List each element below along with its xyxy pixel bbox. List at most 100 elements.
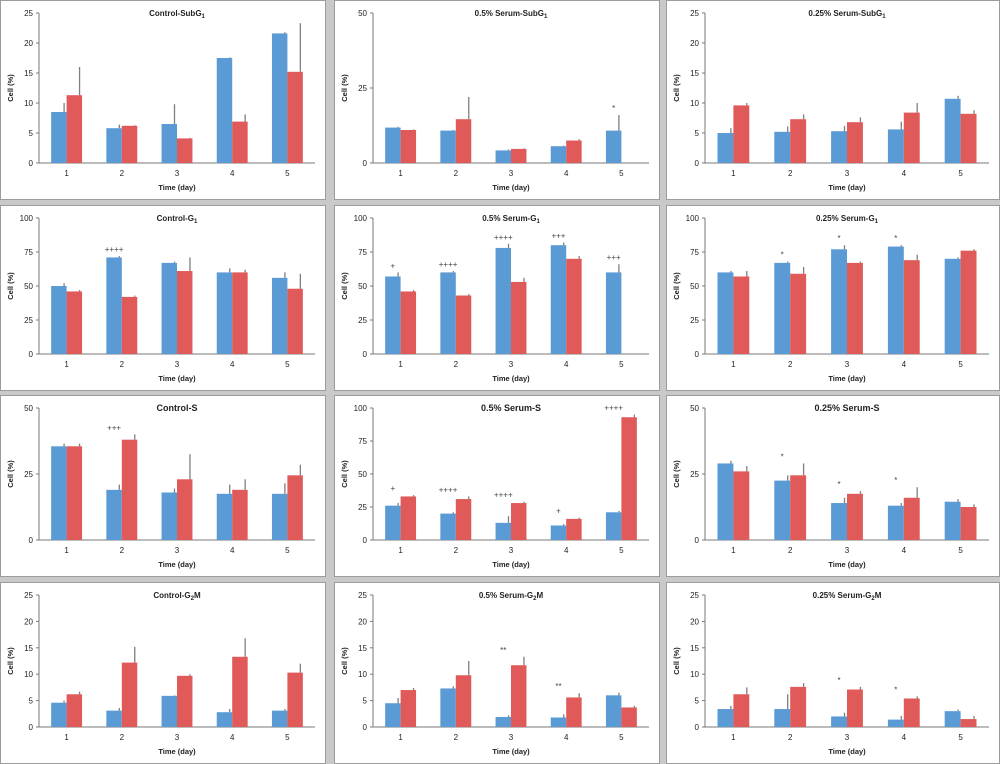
y-tick-label: 15 (690, 644, 699, 653)
bar-blue (440, 513, 456, 540)
bar-red (287, 672, 303, 727)
chart-title: 0.5% Serum-S (481, 403, 541, 413)
x-tick-label: 1 (398, 360, 403, 369)
bar-chart: 0 25 50 1 2 * 3 * 4 * 5 0.25% Serum-S Time (day) Cell… (672, 403, 989, 569)
chart-panel: 0 25 50 1 2 3 4 5 * 0.5% Serum-SubG1 Time (day) Cel… (334, 0, 660, 200)
bar-red (903, 112, 920, 163)
chart-title: Control-SubG1 (149, 9, 205, 20)
bar-blue (717, 709, 734, 727)
x-tick-label: 3 (175, 546, 180, 555)
y-tick-label: 25 (24, 316, 33, 325)
y-tick-label: 0 (695, 536, 700, 545)
y-tick-label: 75 (358, 248, 367, 257)
x-axis-label: Time (day) (158, 183, 196, 192)
significance-marker: ++++ (105, 245, 124, 254)
x-tick-label: 3 (509, 546, 514, 555)
bar-blue (216, 493, 233, 540)
x-tick-label: 5 (619, 169, 624, 178)
y-tick-label: 50 (358, 282, 367, 291)
y-tick-label: 100 (686, 214, 700, 223)
bar-blue (831, 131, 847, 163)
bar-blue (161, 124, 177, 163)
chart-title: 0.5% Serum-G1 (482, 214, 540, 225)
significance-marker: * (894, 685, 897, 694)
significance-marker: + (556, 507, 561, 516)
y-axis-label: Cell (%) (672, 74, 681, 102)
chart-title: Control-G1 (157, 214, 198, 225)
y-axis-label: Cell (%) (340, 460, 349, 488)
y-tick-label: 50 (24, 282, 33, 291)
bar-red (287, 475, 303, 540)
bar-blue (51, 702, 67, 727)
significance-marker: * (837, 234, 840, 243)
bar-blue (605, 512, 622, 540)
x-tick-label: 3 (175, 733, 180, 742)
y-tick-label: 25 (690, 591, 699, 600)
bar-red (960, 250, 977, 354)
x-tick-label: 4 (902, 360, 907, 369)
bar-red (903, 260, 920, 354)
bar-blue (271, 277, 288, 354)
x-tick-label: 3 (845, 546, 850, 555)
significance-marker: * (837, 676, 840, 685)
x-tick-label: 1 (398, 546, 403, 555)
bar-red (847, 262, 863, 354)
x-tick-label: 3 (509, 360, 514, 369)
bar-red (232, 656, 248, 727)
bar-red (177, 138, 193, 163)
bar-red (903, 497, 920, 540)
bar-blue (605, 130, 622, 163)
bar-red (400, 291, 417, 354)
significance-marker: +++ (107, 423, 121, 432)
y-axis-label: Cell (%) (672, 272, 681, 300)
x-tick-label: 1 (64, 360, 69, 369)
bar-blue (944, 711, 961, 727)
bar-blue (717, 133, 734, 163)
y-tick-label: 50 (358, 470, 367, 479)
x-tick-label: 5 (619, 546, 624, 555)
x-axis-label: Time (day) (828, 183, 866, 192)
x-tick-label: 1 (731, 169, 736, 178)
chart-title: 0.25% Serum-S (814, 403, 879, 413)
bar-blue (161, 695, 177, 727)
y-tick-label: 100 (20, 214, 34, 223)
significance-marker: +++ (607, 253, 621, 262)
bar-blue (774, 480, 791, 540)
bar-blue (550, 245, 567, 354)
bar-red (566, 697, 582, 727)
x-axis-label: Time (day) (828, 374, 866, 383)
y-axis-label: Cell (%) (672, 460, 681, 488)
x-tick-label: 5 (285, 360, 290, 369)
y-tick-label: 10 (24, 99, 33, 108)
bar-red (66, 446, 83, 540)
bar-blue (550, 717, 567, 727)
bar-red (66, 95, 83, 163)
y-tick-label: 25 (24, 9, 33, 18)
significance-marker: ++++ (494, 491, 513, 500)
x-tick-label: 5 (619, 360, 624, 369)
y-axis-label: Cell (%) (672, 647, 681, 675)
significance-marker: * (894, 234, 897, 243)
x-tick-label: 2 (120, 546, 125, 555)
y-axis-label: Cell (%) (6, 647, 15, 675)
bar-blue (717, 272, 734, 354)
x-tick-label: 5 (958, 546, 963, 555)
y-tick-label: 0 (363, 159, 368, 168)
y-tick-label: 5 (363, 697, 368, 706)
bar-red (903, 698, 920, 727)
x-tick-label: 4 (230, 169, 235, 178)
bar-blue (385, 505, 401, 540)
bar-blue (831, 503, 847, 540)
x-tick-label: 1 (731, 546, 736, 555)
x-tick-label: 4 (902, 546, 907, 555)
bar-red (790, 686, 807, 727)
chart-title: 0.25% Serum-G2M (813, 591, 882, 602)
bar-red (455, 499, 472, 540)
bar-red (121, 296, 138, 354)
bar-red (621, 417, 637, 540)
bar-blue (887, 246, 904, 354)
bar-red (511, 148, 527, 163)
bar-chart: 0 25 50 75 100 1 2 ++++ 3 4 5 Control-G1 Time (day) C… (6, 214, 315, 383)
bar-blue (495, 247, 511, 354)
